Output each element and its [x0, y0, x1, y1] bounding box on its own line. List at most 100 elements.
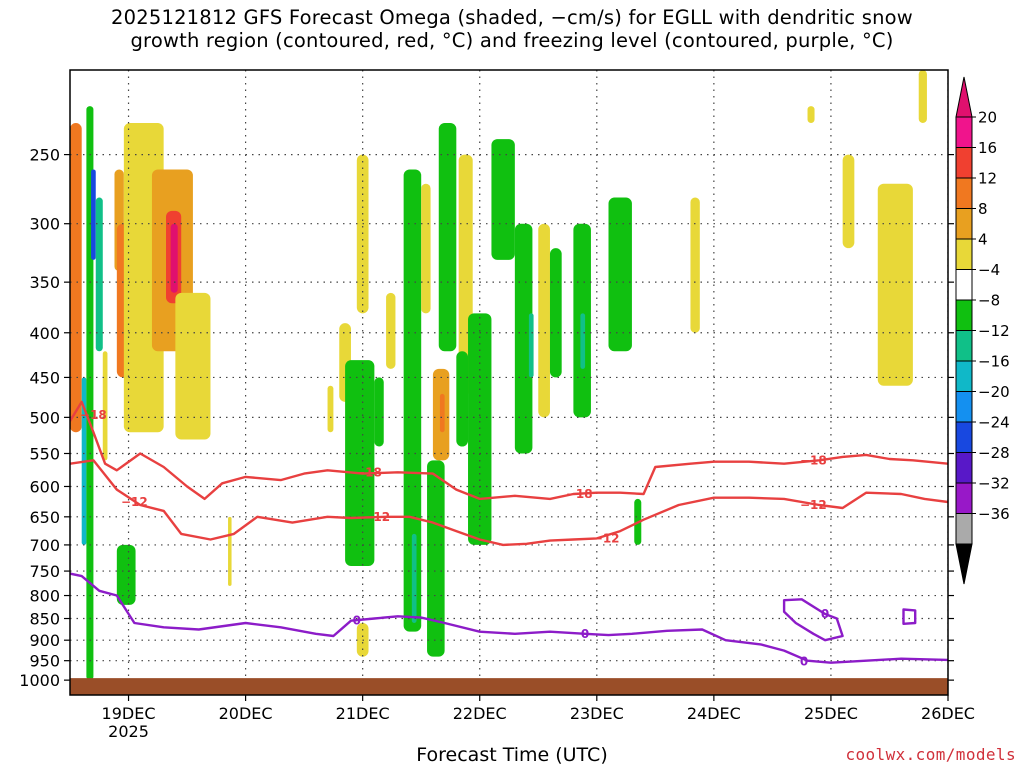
x-tick-label-24DEC: 24DEC	[687, 704, 741, 723]
contour-0-closed-0	[782, 598, 844, 642]
omega-cell-33	[491, 139, 515, 260]
omega-cell-0	[70, 122, 82, 433]
x-tick-label-20DEC: 20DEC	[219, 704, 273, 723]
x-tick-label-25DEC: 25DEC	[804, 704, 858, 723]
colorbar-seg-4	[955, 238, 973, 270]
omega-cell-42	[690, 197, 700, 333]
contour-0-label-0: 0	[353, 614, 361, 628]
x-year-label: 2025	[108, 722, 149, 741]
x-tick-label-22DEC: 22DEC	[453, 704, 507, 723]
omega-cell-15	[228, 516, 232, 586]
colorbar-label-9: −20	[978, 383, 1010, 401]
omega-cell-43	[807, 106, 815, 123]
omega-cell-45	[877, 183, 913, 386]
colorbar-label-12: −32	[978, 475, 1010, 493]
colorbar-label-0: 20	[978, 109, 997, 127]
omega-cell-24	[411, 533, 417, 623]
y-tick-label-400: 400	[29, 324, 60, 343]
omega-cell-12	[170, 223, 178, 293]
colorbar-seg-11	[955, 452, 973, 484]
contour-minus18-label-0: −18	[80, 408, 107, 422]
omega-cell-5	[102, 351, 108, 461]
site-credit[interactable]: coolwx.com/models	[845, 745, 1016, 764]
colorbar-label-11: −28	[978, 444, 1010, 462]
colorbar-seg-1	[955, 147, 973, 179]
contour-minus12-label-0: −12	[121, 495, 148, 509]
colorbar-label-6: −8	[978, 292, 1000, 310]
omega-cell-40	[608, 197, 632, 352]
colorbar: 20 16 12 8 4 −4 −8 −12 −16 −20 −24 −28 −32 −36	[955, 76, 1010, 585]
colorbar-seg-2	[955, 177, 973, 209]
colorbar-seg-3	[955, 208, 973, 240]
y-tick-label-800: 800	[29, 587, 60, 606]
colorbar-seg-7	[955, 330, 973, 362]
omega-cell-25	[421, 183, 431, 314]
contour-minus18-label-2: −18	[566, 487, 593, 501]
colorbar-seg-6	[955, 299, 973, 331]
omega-cell-36	[538, 223, 550, 418]
colorbar-label-3: 8	[978, 200, 988, 218]
omega-cell-35	[528, 313, 534, 378]
colorbar-label-8: −16	[978, 353, 1010, 371]
contour-minus18-label-3: −18	[800, 453, 827, 467]
omega-cell-44	[842, 154, 855, 249]
y-tick-label-1000: 1000	[19, 671, 60, 690]
contour-minus12-line	[70, 459, 948, 547]
omega-cell-3	[91, 169, 96, 260]
contour-0-closed-1	[902, 608, 917, 625]
colorbar-label-2: 12	[978, 170, 997, 188]
contour-minus12-label-1: −12	[363, 510, 390, 524]
plot-area: −18 −18 −18 −18 −12 −12 −12 −12 0 0 0 0	[70, 70, 948, 695]
omega-cell-28	[439, 393, 445, 433]
title-line-2: growth region (contoured, red, °C) and f…	[130, 29, 894, 52]
omega-cell-16	[327, 385, 334, 433]
omega-cell-34	[514, 223, 533, 454]
colorbar-seg-13	[955, 513, 973, 545]
contour-minus12-label-3: −12	[800, 498, 827, 512]
omega-cell-22	[386, 292, 396, 369]
surface-terrain	[70, 678, 948, 695]
colorbar-top-arrow	[955, 76, 973, 118]
contour-minus18-label-1: −18	[355, 465, 382, 479]
y-tick-label-300: 300	[29, 215, 60, 234]
contour-minus18-line	[70, 400, 948, 501]
y-tick-label-900: 900	[29, 631, 60, 650]
colorbar-label-13: −36	[978, 505, 1010, 523]
y-tick-label-650: 650	[29, 508, 60, 527]
colorbar-label-7: −12	[978, 322, 1010, 340]
colorbar-seg-9	[955, 391, 973, 423]
omega-cell-29	[438, 122, 457, 352]
x-tick-label-21DEC: 21DEC	[336, 704, 390, 723]
axes: 250 300 350 400 450 500 550 600 650 700 750 800 850 9…	[19, 69, 975, 741]
omega-cell-37	[549, 248, 562, 378]
x-tick-label-19DEC: 19DEC	[102, 704, 156, 723]
y-tick-label-250: 250	[29, 146, 60, 165]
omega-cell-32	[468, 313, 492, 545]
contour-minus12-label-2: −12	[593, 531, 620, 545]
omega-cell-13	[175, 292, 211, 440]
y-tick-label-750: 750	[29, 562, 60, 581]
plot-frame	[69, 69, 949, 696]
y-tick-label-950: 950	[29, 652, 60, 671]
contour-0-label-2: 0	[800, 654, 808, 668]
colorbar-bottom-arrow	[955, 543, 973, 585]
y-tick-label-350: 350	[29, 273, 60, 292]
omega-cell-4	[95, 197, 103, 352]
contour-0-closed-label-0: 0	[821, 607, 829, 621]
colorbar-label-5: −4	[978, 261, 1000, 279]
omega-cell-46	[918, 70, 927, 123]
colorbar-seg-12	[955, 482, 973, 514]
contour-0-label-1: 0	[581, 627, 589, 641]
x-axis-label: Forecast Time (UTC)	[416, 744, 608, 766]
x-tick-label-26DEC: 26DEC	[921, 704, 975, 723]
contour-0-line	[70, 572, 948, 664]
colorbar-label-10: −24	[978, 414, 1010, 432]
colorbar-seg-8	[955, 360, 973, 392]
colorbar-seg-0	[955, 116, 973, 148]
colorbar-seg-10	[955, 421, 973, 453]
y-tick-label-700: 700	[29, 536, 60, 555]
omega-cell-31	[456, 351, 469, 447]
omega-cell-26	[427, 460, 445, 657]
colorbar-label-1: 16	[978, 139, 997, 157]
